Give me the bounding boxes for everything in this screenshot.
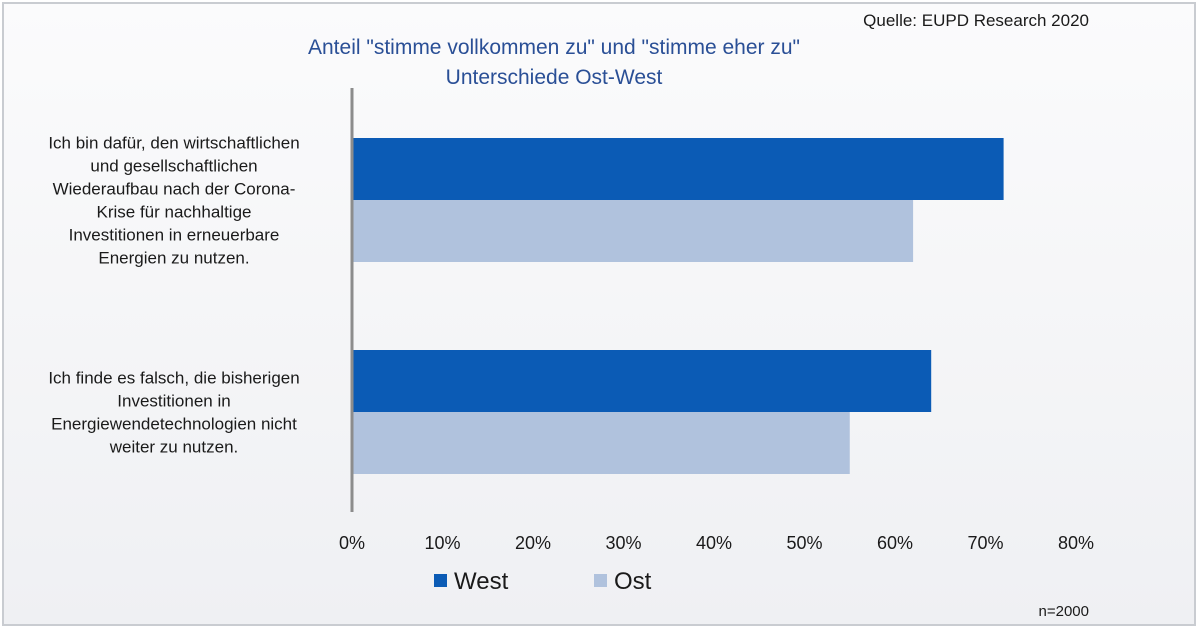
legend-label-ost: Ost [614,568,652,595]
x-tick-labels: 0% 10% 20% 30% 40% 50% 60% 70% 80% [339,533,1094,553]
category-label-1-line-4: Krise für nachhaltige [97,203,252,222]
category-label-1-line-5: Investitionen in erneuerbare [69,226,280,245]
bar-west-1 [352,138,1004,200]
category-label-2-line-3: Energiewendetechnologien nicht [51,415,297,434]
x-tick-label: 30% [605,533,641,553]
bar-west-2 [352,350,932,412]
legend-label-west: West [454,568,509,595]
category-label-1-line-3: Wiederaufbau nach der Corona- [53,180,296,199]
x-tick-label: 10% [424,533,460,553]
category-label-1-line-6: Energien zu nutzen. [98,249,249,268]
bar-ost-2 [352,412,850,474]
category-label-2-line-1: Ich finde es falsch, die bisherigen [48,369,299,388]
category-labels: Ich bin dafür, den wirtschaftlichen und g… [48,134,299,457]
legend-swatch-ost [594,574,607,587]
legend: West Ost [434,568,652,595]
category-label-2-line-2: Investitionen in [117,392,230,411]
x-tick-label: 0% [339,533,365,553]
source-label: Quelle: EUPD Research 2020 [863,11,1089,30]
x-tick-label: 50% [786,533,822,553]
category-label-2-line-4: weiter zu nutzen. [109,438,239,457]
chart-subtitle: Unterschiede Ost-West [446,66,663,89]
bars-group [352,138,1004,474]
category-label-1-line-1: Ich bin dafür, den wirtschaftlichen [48,134,299,153]
x-tick-label: 60% [877,533,913,553]
x-tick-label: 70% [967,533,1003,553]
category-label-1-line-2: und gesellschaftlichen [90,157,257,176]
x-tick-label: 20% [515,533,551,553]
bar-ost-1 [352,200,914,262]
sample-size-note: n=2000 [1039,603,1089,620]
x-tick-label: 40% [696,533,732,553]
x-tick-label: 80% [1058,533,1094,553]
chart-title: Anteil "stimme vollkommen zu" und "stimm… [308,36,800,59]
chart-canvas: Quelle: EUPD Research 2020 Anteil "stimm… [48,11,1094,620]
legend-swatch-west [434,574,447,587]
